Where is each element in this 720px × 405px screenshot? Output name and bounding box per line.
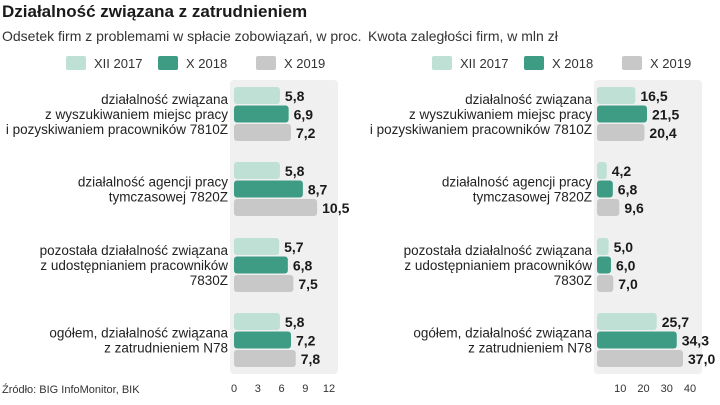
left-bar-0-1 (234, 105, 289, 123)
left-legend-label-1: X 2018 (186, 56, 227, 71)
left-bar-value-1-2: 10,5 (322, 200, 349, 216)
left-legend-swatch-0 (66, 56, 86, 70)
right-bar-2-2 (597, 275, 614, 292)
left-bar-1-0 (234, 162, 280, 179)
right-tick-label-3: 40 (684, 383, 696, 395)
left-legend-swatch-1 (158, 56, 178, 70)
source-note: Źródło: BIG InfoMonitor, BIK (2, 384, 140, 396)
left-tick-label-4: 12 (323, 383, 335, 395)
left-legend-label-2: X 2019 (284, 56, 325, 71)
left-bar-2-0 (234, 238, 280, 255)
left-bar-0-0 (234, 87, 280, 104)
right-bar-1-0 (597, 162, 607, 179)
left-category-label-3-1: z zatrudnieniem N78 (104, 341, 228, 356)
right-tick-label-0: 10 (614, 383, 626, 395)
left-category-label-0-2: i pozyskiwaniem pracowników 7810Z (6, 122, 228, 137)
left-bar-value-0-1: 6,9 (294, 107, 314, 123)
left-bar-value-1-0: 5,8 (285, 163, 305, 179)
right-legend-swatch-2 (622, 56, 642, 70)
right-bar-3-0 (597, 313, 657, 330)
right-category-label-1-0: działalność agencji pracy (442, 175, 592, 190)
right-bar-3-2 (597, 350, 684, 367)
right-category-label-3-0: ogółem, działalność związana (413, 326, 592, 341)
right-bar-value-1-1: 6,8 (618, 182, 638, 198)
right-bar-value-3-0: 25,7 (662, 314, 689, 330)
right-legend-label-2: X 2019 (650, 56, 691, 71)
right-bar-value-2-1: 6,0 (616, 258, 636, 274)
right-category-label-0-1: z wyszukiwaniem miejsc pracy (409, 107, 592, 122)
right-category-label-3-1: z zatrudnieniem N78 (468, 341, 592, 356)
left-category-label-0-0: działalność związana (101, 92, 228, 107)
left-bar-value-2-2: 7,5 (298, 276, 318, 292)
right-legend-swatch-0 (432, 56, 452, 70)
left-legend-swatch-2 (256, 56, 276, 70)
left-tick-label-0: 0 (231, 383, 237, 395)
right-bar-value-0-0: 16,5 (640, 88, 667, 104)
right-tick-label-1: 20 (637, 383, 649, 395)
right-bar-value-1-2: 9,6 (624, 200, 644, 216)
left-bar-value-2-0: 5,7 (284, 239, 304, 255)
right-legend-label-0: XII 2017 (460, 56, 508, 71)
right-bar-value-3-1: 34,3 (682, 333, 709, 349)
left-bar-3-2 (234, 350, 296, 367)
right-bar-value-2-0: 5,0 (614, 239, 634, 255)
left-bar-1-1 (234, 180, 303, 198)
left-category-label-2-2: 7830Z (190, 273, 228, 288)
right-bar-0-2 (597, 124, 645, 141)
right-bar-0-1 (597, 105, 647, 123)
left-category-label-1-0: działalność agencji pracy (78, 175, 228, 190)
left-bar-value-0-0: 5,8 (285, 88, 305, 104)
right-category-label-2-0: pozostała działalność związana (404, 243, 593, 258)
right-bar-1-1 (597, 180, 613, 198)
left-bar-value-1-1: 8,7 (308, 182, 328, 198)
left-bar-value-3-1: 7,2 (296, 333, 316, 349)
right-category-label-1-1: tymczasowej 7820Z (473, 190, 592, 205)
left-category-label-2-1: z udostępnianiem pracowników (40, 258, 228, 273)
left-tick-label-1: 3 (255, 383, 261, 395)
left-bar-1-2 (234, 199, 318, 216)
right-category-label-2-2: 7830Z (554, 273, 592, 288)
right-panel-background (594, 80, 702, 374)
left-bar-2-1 (234, 256, 288, 274)
left-category-label-3-0: ogółem, działalność związana (49, 326, 228, 341)
right-bar-value-2-2: 7,0 (618, 276, 638, 292)
left-bar-value-2-1: 6,8 (293, 258, 313, 274)
right-bar-value-3-2: 37,0 (688, 351, 715, 367)
right-bar-0-0 (597, 87, 636, 104)
right-category-label-0-0: działalność związana (465, 92, 592, 107)
right-bar-2-0 (597, 238, 609, 255)
right-category-label-0-2: i pozyskiwaniem pracowników 7810Z (370, 122, 592, 137)
left-panel-background (230, 80, 338, 374)
left-category-label-0-1: z wyszukiwaniem miejsc pracy (45, 107, 228, 122)
right-legend-label-1: X 2018 (552, 56, 593, 71)
left-legend-label-0: XII 2017 (94, 56, 142, 71)
right-bar-2-1 (597, 256, 611, 274)
right-bar-1-2 (597, 199, 620, 216)
chart-title: Działalność związana z zatrudnieniem (2, 2, 308, 21)
left-bar-0-2 (234, 124, 291, 141)
left-category-label-2-0: pozostała działalność związana (40, 243, 229, 258)
left-bar-2-2 (234, 275, 294, 292)
left-bar-value-0-2: 7,2 (296, 125, 316, 141)
right-category-label-2-1: z udostępnianiem pracowników (404, 258, 592, 273)
left-tick-label-2: 6 (278, 383, 284, 395)
left-bar-value-3-0: 5,8 (285, 314, 305, 330)
right-tick-label-2: 30 (661, 383, 673, 395)
left-bar-value-3-2: 7,8 (301, 351, 321, 367)
left-panel-subtitle: Odsetek firm z problemami w spłacie zobo… (2, 28, 362, 44)
right-legend-swatch-1 (524, 56, 544, 70)
left-category-label-1-1: tymczasowej 7820Z (109, 190, 228, 205)
right-bar-value-1-0: 4,2 (612, 163, 632, 179)
left-tick-label-3: 9 (302, 383, 308, 395)
right-bar-value-0-1: 21,5 (652, 107, 679, 123)
right-bar-3-1 (597, 331, 677, 349)
left-bar-3-0 (234, 313, 280, 330)
right-panel-subtitle: Kwota zaległości firm, w mln zł (368, 28, 558, 44)
left-bar-3-1 (234, 331, 291, 349)
right-bar-value-0-2: 20,4 (649, 125, 676, 141)
